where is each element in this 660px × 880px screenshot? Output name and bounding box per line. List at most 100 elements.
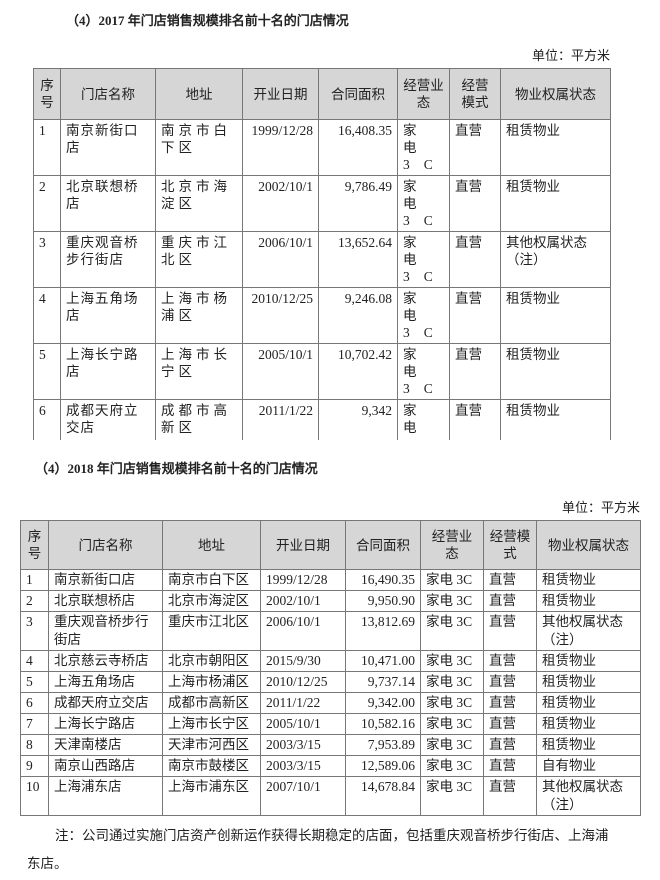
table-header-row: 序号 门店名称 地址 开业日期 合同面积 经营业态 经营模式 物业权属状态 <box>20 520 641 570</box>
cell-address: 上海市杨浦区 <box>155 287 243 344</box>
cell-contract-area: 9,737.14 <box>345 671 421 693</box>
cell-property-status: 其他权属状态（注） <box>536 611 641 651</box>
cell-rank: 7 <box>20 713 49 735</box>
column-header: 地址 <box>155 68 243 120</box>
cell-open-date: 2003/3/15 <box>260 755 346 777</box>
cell-open-date: 2002/10/1 <box>260 590 346 612</box>
cell-operation-mode: 直营 <box>483 590 537 612</box>
cell-contract-area: 9,786.49 <box>318 175 398 232</box>
column-header: 经营模式 <box>449 68 501 120</box>
cell-operation-mode: 直营 <box>449 231 501 288</box>
column-header: 序号 <box>20 520 49 570</box>
cell-contract-area: 10,582.16 <box>345 713 421 735</box>
cell-address: 成都市高新区 <box>162 692 261 714</box>
cell-rank: 1 <box>33 119 61 176</box>
table-row: 4 北京慈云寺桥店 北京市朝阳区 2015/9/30 10,471.00 家电 3C 直营租… <box>20 650 641 672</box>
unit-label-2018: 单位：平方米 <box>561 500 640 515</box>
cell-rank: 4 <box>20 650 49 672</box>
table-row: 7 上海长宁路店 上海市长宁区 2005/10/1 10,582.16 家电 3C 直营 租赁… <box>20 713 641 735</box>
table-row: 1 南京新街口店 南京市白下区 1999/12/28 16,408.35 家电3C 直营 租赁… <box>33 119 611 176</box>
cell-open-date: 2010/12/25 <box>242 287 319 344</box>
table-row: 6 成都天府立交店 成都市高新区 2011/1/22 9,342.00 家电 3C 直营 租赁… <box>20 692 641 714</box>
cell-operation-mode: 直营 <box>449 399 501 440</box>
cell-store-name: 成都天府立交店 <box>48 692 163 714</box>
cell-business-type: 家电 3C <box>420 611 484 651</box>
cell-rank: 6 <box>33 399 61 440</box>
cell-address: 天津市河西区 <box>162 734 261 756</box>
cell-property-status: 租赁物业 <box>500 343 611 400</box>
cell-store-name: 成都天府立交店 <box>60 399 156 440</box>
section-title-2018: （4）2018 年门店销售规模排名前十名的门店情况 <box>35 461 318 476</box>
cell-business-type: 家电 3C <box>420 734 484 756</box>
cell-open-date: 2011/1/22 <box>242 399 319 440</box>
cell-business-type: 家电3C <box>397 231 450 288</box>
cell-operation-mode: 直营 <box>483 713 537 735</box>
unit-label-2017: 单位：平方米 <box>531 48 610 63</box>
cell-open-date: 2003/3/15 <box>260 734 346 756</box>
cell-business-type: 家电 3C <box>420 590 484 612</box>
cell-operation-mode: 直营 <box>483 734 537 756</box>
cell-operation-mode: 直营 <box>483 755 537 777</box>
cell-store-name: 上海长宁路店 <box>60 343 156 400</box>
cell-address: 上海市浦东区 <box>162 776 261 816</box>
cell-open-date: 2005/10/1 <box>260 713 346 735</box>
cell-contract-area: 9,950.90 <box>345 590 421 612</box>
footnote: 注：公司通过实施门店资产创新运作获得长期稳定的店面，包括重庆观音桥步行街店、上海… <box>27 828 609 871</box>
cell-property-status: 租赁物业 <box>536 692 641 714</box>
cell-property-status: 租赁物业 <box>536 650 641 672</box>
cell-property-status: 租赁物业 <box>536 590 641 612</box>
column-header: 门店名称 <box>48 520 163 570</box>
cell-contract-area: 9,246.08 <box>318 287 398 344</box>
cell-operation-mode: 直营 <box>483 650 537 672</box>
cell-address: 上海市长宁区 <box>162 713 261 735</box>
cell-rank: 9 <box>20 755 49 777</box>
table-row: 5 上海长宁路店 上海市长宁区 2005/10/1 10,702.42 家电3C 直营 租赁物… <box>33 343 611 400</box>
table-row: 2 北京联想桥店 北京市海淀区 2002/10/1 9,786.49 家电3C 直营 租赁物业 <box>33 175 611 232</box>
cell-store-name: 天津南楼店 <box>48 734 163 756</box>
column-header: 开业日期 <box>260 520 346 570</box>
table-row: 1 南京新街口店 南京市白下区 1999/12/28 16,490.35 家电 3C 直营租… <box>20 569 641 591</box>
column-header: 经营模式 <box>483 520 537 570</box>
cell-operation-mode: 直营 <box>449 287 501 344</box>
cell-business-type: 家电 3C <box>420 692 484 714</box>
cell-address: 成都市高新区 <box>155 399 243 440</box>
column-header: 开业日期 <box>242 68 319 120</box>
table-row: 5 上海五角场店 上海市杨浦区 2010/12/25 9,737.14 家电 3C 直营 租赁… <box>20 671 641 693</box>
table-row: 8 天津南楼店 天津市河西区 2003/3/15 7,953.89 家电 3C 直营 租赁物业 <box>20 734 641 756</box>
cell-rank: 4 <box>33 287 61 344</box>
column-header: 物业权属状态 <box>536 520 641 570</box>
cell-contract-area: 9,342 <box>318 399 398 440</box>
cell-address: 上海市长宁区 <box>155 343 243 400</box>
cell-property-status: 租赁物业 <box>536 569 641 591</box>
table-row: 4 上海五角场店 上海市杨浦区 2010/12/25 9,246.08 家电3C 直营 租赁物… <box>33 287 611 344</box>
cell-address: 南京市白下区 <box>155 119 243 176</box>
cell-contract-area: 13,812.69 <box>345 611 421 651</box>
cell-store-name: 南京新街口店 <box>48 569 163 591</box>
cell-business-type: 家电3C <box>397 287 450 344</box>
cell-property-status: 自有物业 <box>536 755 641 777</box>
cell-property-status: 其他权属状态（注） <box>536 776 641 816</box>
cell-open-date: 2007/10/1 <box>260 776 346 816</box>
cell-contract-area: 16,408.35 <box>318 119 398 176</box>
cell-operation-mode: 直营 <box>449 343 501 400</box>
cell-open-date: 1999/12/28 <box>242 119 319 176</box>
cell-operation-mode: 直营 <box>483 692 537 714</box>
table-row: 3 重庆观音桥步行街店 重庆市江北区 2006/10/1 13,812.69 家电 3C 直… <box>20 611 641 651</box>
cell-contract-area: 9,342.00 <box>345 692 421 714</box>
column-header: 物业权属状态 <box>500 68 611 120</box>
cell-rank: 2 <box>33 175 61 232</box>
table-row: 9 南京山西路店 南京市鼓楼区 2003/3/15 12,589.06 家电 3C 直营 自有… <box>20 755 641 777</box>
section-title-2017: （4）2017 年门店销售规模排名前十名的门店情况 <box>66 13 349 28</box>
column-header: 合同面积 <box>345 520 421 570</box>
cell-open-date: 2015/9/30 <box>260 650 346 672</box>
cell-open-date: 2011/1/22 <box>260 692 346 714</box>
cell-store-name: 上海五角场店 <box>48 671 163 693</box>
column-header: 经营业态 <box>420 520 484 570</box>
cell-address: 北京市朝阳区 <box>162 650 261 672</box>
cell-property-status: 租赁物业 <box>500 119 611 176</box>
cell-rank: 8 <box>20 734 49 756</box>
table-2018: 序号 门店名称 地址 开业日期 合同面积 经营业态 经营模式 物业权属状态 1 南京新街口店 南京… <box>20 520 641 816</box>
cell-contract-area: 10,471.00 <box>345 650 421 672</box>
